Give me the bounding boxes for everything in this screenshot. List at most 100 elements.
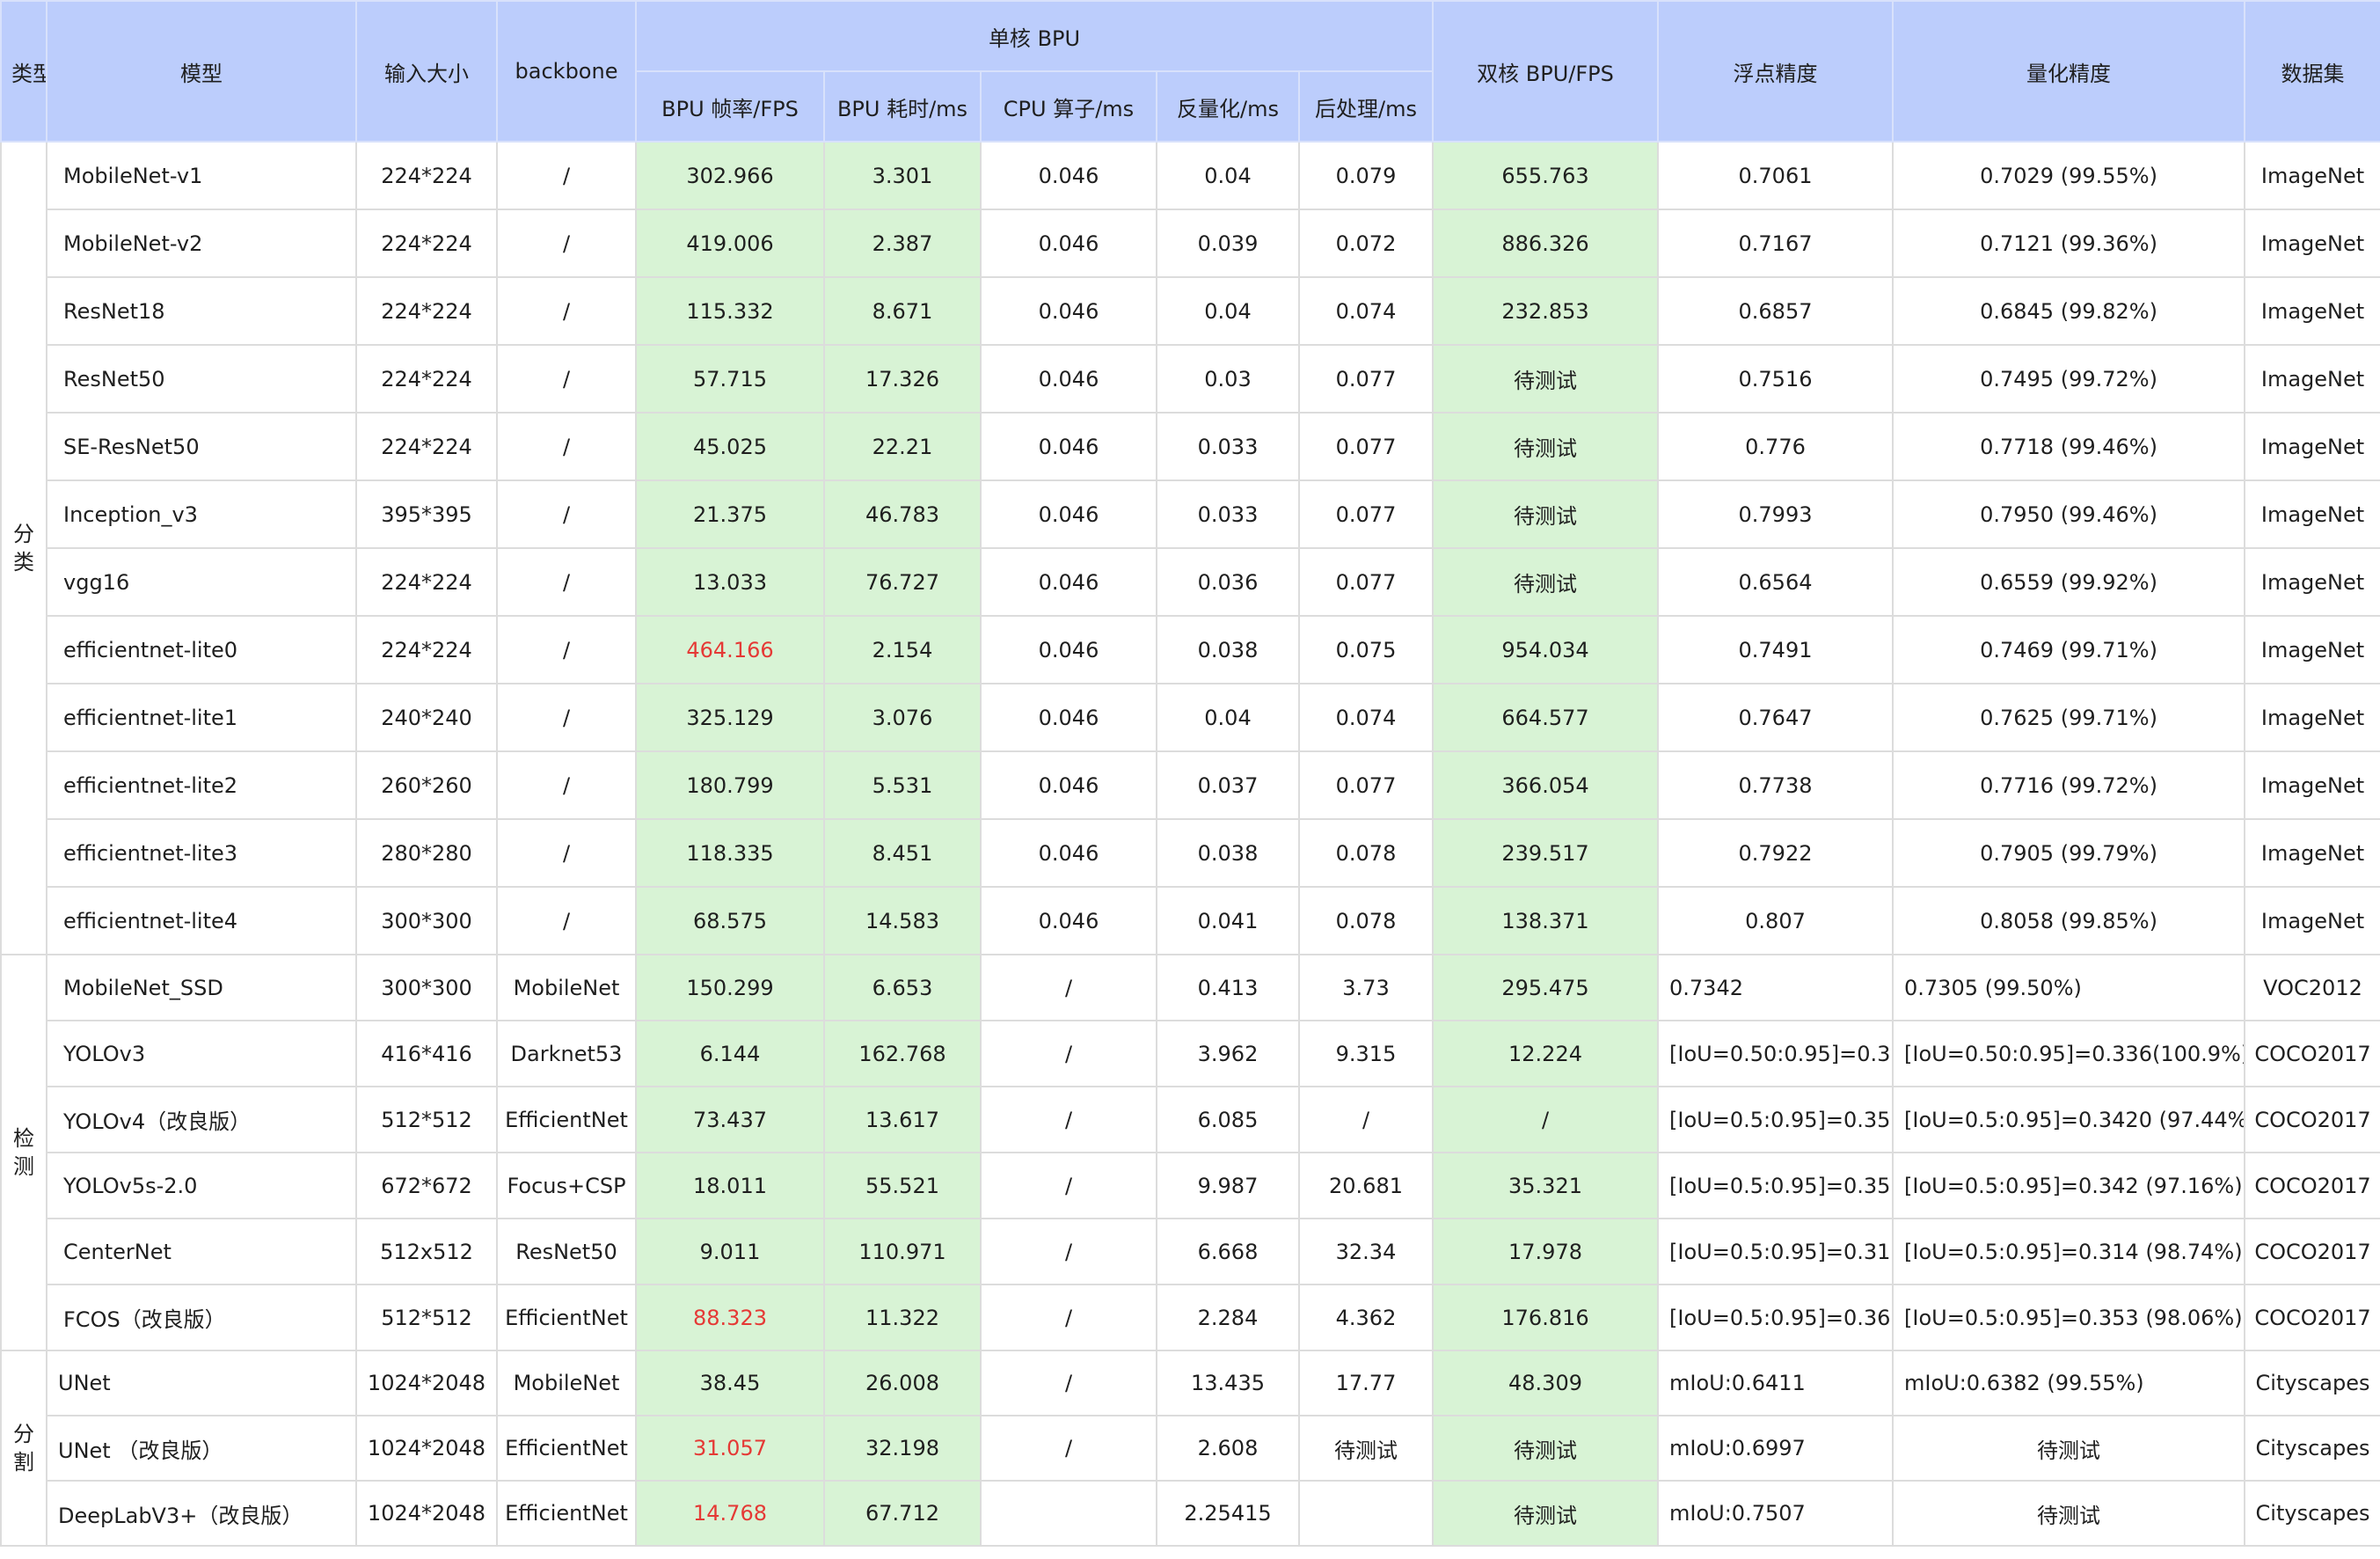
post-cell: 0.077 [1297,547,1435,617]
input-size-cell: 1024*2048 [355,1415,498,1482]
quant-acc-cell: [IoU=0.5:0.95]=0.3420 (97.44%) [1892,1086,2246,1153]
dataset-cell: ImageNet [2244,615,2380,684]
backbone-cell: ResNet50 [496,1218,637,1285]
header-dual-bpu: 双核 BPU/FPS [1432,0,1660,143]
post-cell: 9.315 [1297,1020,1435,1087]
float-acc-cell: mIoU:0.7507 [1657,1480,1895,1547]
bpu-fps-cell: 68.575 [635,886,825,955]
bpu-ms-cell: 11.322 [823,1284,982,1351]
backbone-cell: / [496,141,637,210]
float-acc-cell: 0.6564 [1657,547,1895,617]
model-cell: CenterNet [46,1218,357,1285]
dequant-cell: 0.038 [1156,615,1300,684]
post-cell: 0.077 [1297,750,1435,820]
quant-acc-cell: 0.7718 (99.46%) [1892,412,2246,481]
bpu-fps-cell: 464.166 [635,615,825,684]
input-size-cell: 300*300 [355,886,498,955]
header-dequant: 反量化/ms [1156,70,1300,143]
float-acc-cell: 0.7061 [1657,141,1895,210]
model-cell: YOLOv3 [46,1020,357,1087]
cpu-ms-cell: 0.046 [980,344,1157,414]
group-label: 分类 [13,522,34,575]
input-size-cell: 1024*2048 [355,1480,498,1547]
table-row: Inception_v3 395*395/21.375 46.783 0.046 0.0… [1,479,2380,549]
dual-bpu-cell: 232.853 [1432,276,1660,346]
dequant-cell: 0.04 [1156,683,1300,752]
cpu-ms-cell: / [980,1218,1157,1285]
bpu-fps-cell: 9.011 [635,1218,825,1285]
float-acc-cell: [IoU=0.50:0.95]=0.333 [1657,1020,1895,1087]
post-cell: 17.77 [1297,1350,1435,1416]
bpu-fps-cell: 118.335 [635,818,825,888]
bpu-fps-cell: 6.144 [635,1020,825,1087]
float-acc-cell: mIoU:0.6411 [1657,1350,1895,1416]
model-cell: efficientnet-lite0 [46,615,357,684]
quant-acc-cell: [IoU=0.5:0.95]=0.342 (97.16%) [1892,1152,2246,1219]
model-cell: efficientnet-lite3 [46,818,357,888]
header-bpu-ms: BPU 耗时/ms [823,70,982,143]
quant-acc-cell: 0.7469 (99.71%) [1892,615,2246,684]
quant-acc-cell: 0.8058 (99.85%) [1892,886,2246,955]
quant-acc-cell: [IoU=0.5:0.95]=0.353 (98.06%) [1892,1284,2246,1351]
model-cell: YOLOv4（改良版） [46,1086,357,1153]
dequant-cell: 0.036 [1156,547,1300,617]
dual-bpu-cell: 239.517 [1432,818,1660,888]
input-size-cell: 512*512 [355,1086,498,1153]
group-label-cell: 分割 [0,1350,47,1547]
backbone-cell: EfficientNet [496,1480,637,1547]
bpu-fps-cell: 57.715 [635,344,825,414]
model-cell: ResNet50 [46,344,357,414]
table-row: CenterNet 512x512 ResNet50 9.011 110.971/6.6… [1,1218,2380,1285]
dual-bpu-cell: 664.577 [1432,683,1660,752]
model-cell: MobileNet-v1 [46,141,357,210]
dequant-cell: 0.04 [1156,276,1300,346]
input-size-cell: 224*224 [355,547,498,617]
dequant-cell: 3.962 [1156,1020,1300,1087]
dual-bpu-cell: 954.034 [1432,615,1660,684]
header-type-label: 类型 [11,61,45,86]
bpu-fps-cell: 150.299 [635,954,825,1021]
bpu-fps-cell: 419.006 [635,209,825,278]
cpu-ms-cell: / [980,1284,1157,1351]
dataset-cell: COCO2017 [2244,1152,2380,1219]
post-cell [1297,1480,1435,1547]
dequant-cell: 0.041 [1156,886,1300,955]
bpu-ms-cell: 32.198 [823,1415,982,1482]
dequant-cell: 0.04 [1156,141,1300,210]
dequant-cell: 0.038 [1156,818,1300,888]
input-size-cell: 672*672 [355,1152,498,1219]
table-row: YOLOv3 416*416 Darknet53 6.144 162.768/3.962… [1,1020,2380,1087]
float-acc-cell: 0.7491 [1657,615,1895,684]
model-cell: UNet （改良版） [46,1415,357,1482]
float-acc-cell: 0.7922 [1657,818,1895,888]
input-size-cell: 260*260 [355,750,498,820]
bpu-ms-cell: 3.301 [823,141,982,210]
bpu-fps-cell: 325.129 [635,683,825,752]
input-size-cell: 280*280 [355,818,498,888]
backbone-cell: / [496,683,637,752]
post-cell: 0.077 [1297,479,1435,549]
cpu-ms-cell: / [980,1086,1157,1153]
backbone-cell: / [496,412,637,481]
bpu-fps-cell: 31.057 [635,1415,825,1482]
input-size-cell: 512*512 [355,1284,498,1351]
dataset-cell: VOC2012 [2244,954,2380,1021]
header-input-size: 输入大小 [355,0,498,143]
bpu-ms-cell: 2.387 [823,209,982,278]
header-bpu-fps: BPU 帧率/FPS [635,70,825,143]
post-cell: 0.074 [1297,276,1435,346]
table-row: UNet （改良版） 1024*2048 EfficientNet 31.057 32.… [1,1415,2380,1482]
cpu-ms-cell: / [980,954,1157,1021]
backbone-cell: / [496,276,637,346]
quant-acc-cell: 0.7950 (99.46%) [1892,479,2246,549]
dequant-cell: 2.25415 [1156,1480,1300,1547]
cpu-ms-cell: 0.046 [980,276,1157,346]
float-acc-cell: 0.807 [1657,886,1895,955]
post-cell: / [1297,1086,1435,1153]
float-acc-cell: 0.7993 [1657,479,1895,549]
post-cell: 3.73 [1297,954,1435,1021]
bpu-ms-cell: 2.154 [823,615,982,684]
dataset-cell: ImageNet [2244,141,2380,210]
header-type: 类型 [0,0,47,143]
dataset-cell: COCO2017 [2244,1020,2380,1087]
